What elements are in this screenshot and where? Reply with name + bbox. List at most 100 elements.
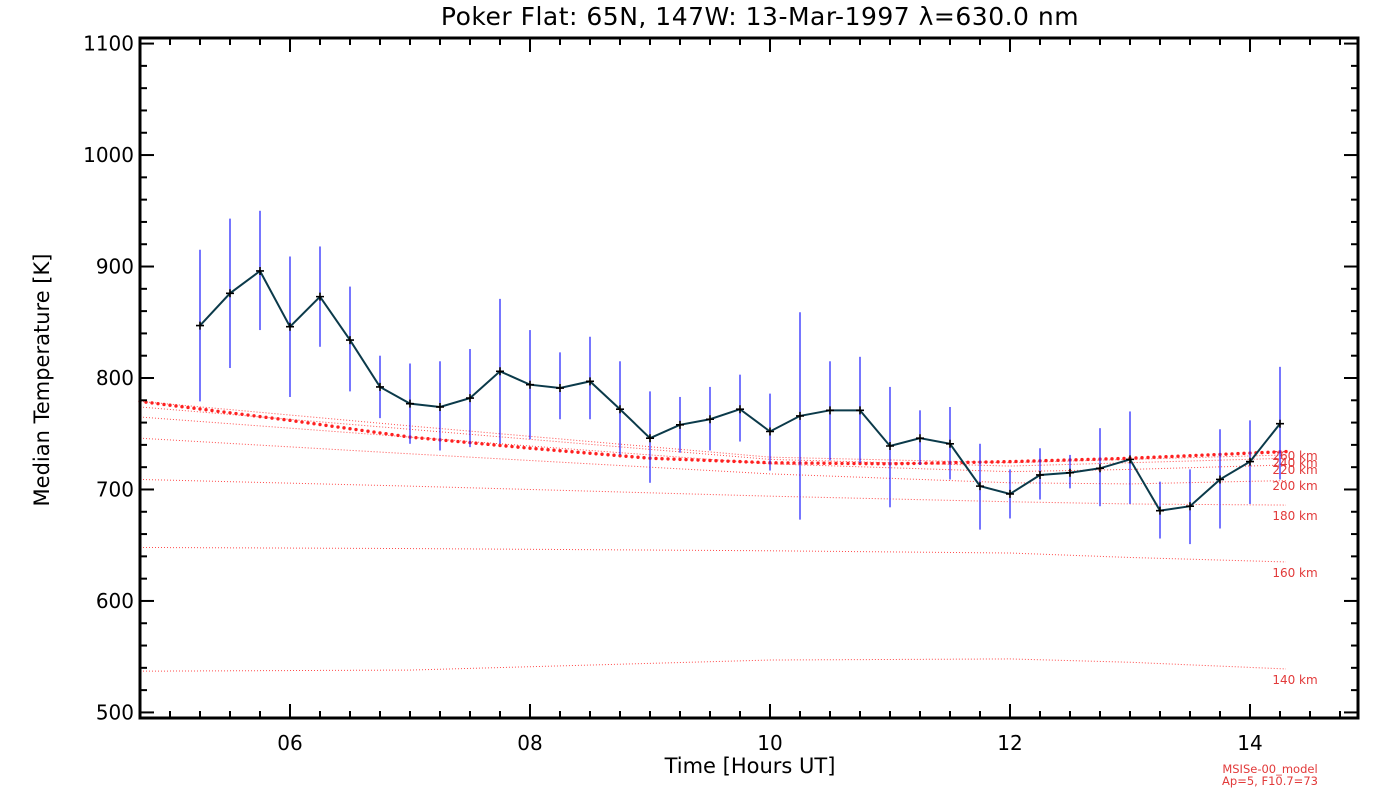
altitude-label: 180 km: [1272, 509, 1317, 523]
measured-point: [1216, 475, 1224, 484]
model-point: [342, 426, 346, 430]
model-point: [570, 450, 574, 454]
model-point: [756, 460, 760, 464]
x-tick-label: 06: [277, 731, 302, 755]
model-point: [588, 451, 592, 455]
measured-point: [1276, 419, 1284, 428]
x-tick-label: 10: [757, 731, 782, 755]
model-point: [348, 427, 352, 431]
model-point: [1092, 457, 1096, 461]
model-point: [330, 424, 334, 428]
y-tick-label: 800: [96, 366, 134, 390]
model-point: [1080, 457, 1084, 462]
model-point: [858, 461, 862, 466]
model-point: [288, 418, 292, 423]
model-point: [876, 462, 880, 466]
model-point: [498, 443, 502, 448]
model-point: [834, 461, 838, 466]
model-point: [912, 461, 916, 466]
measured-point: [346, 336, 354, 345]
model-point: [1014, 459, 1018, 464]
measured-point: [676, 420, 684, 429]
model-point: [1284, 449, 1288, 454]
chart-title: Poker Flat: 65N, 147W: 13-Mar-1997 λ=630…: [440, 2, 1080, 31]
model-point: [780, 461, 784, 465]
measured-point: [916, 434, 924, 443]
measured-point: [1156, 506, 1164, 515]
measured-point: [496, 367, 504, 376]
model-point: [630, 455, 634, 459]
model-point: [1200, 453, 1204, 457]
model-point: [900, 461, 904, 466]
model-point: [714, 459, 718, 463]
measured-point: [1246, 457, 1254, 466]
model-point: [156, 401, 160, 406]
model-point: [300, 420, 304, 424]
model-point: [444, 438, 448, 443]
model-point: [180, 405, 184, 409]
model-point: [1134, 456, 1138, 460]
measured-point: [1006, 489, 1014, 498]
model-point: [1062, 458, 1066, 462]
model-point: [966, 460, 970, 465]
altitude-label: 260 km: [1272, 449, 1317, 463]
model-params-annotation: Ap=5, F10.7=73: [1222, 774, 1318, 788]
model-point: [882, 462, 886, 466]
model-point: [1230, 452, 1234, 456]
model-point: [1260, 450, 1264, 455]
model-point: [162, 402, 166, 407]
measured-point: [856, 406, 864, 415]
measured-point: [406, 399, 414, 408]
measured-point: [616, 405, 624, 414]
model-point: [1158, 455, 1162, 459]
model-curve: [138, 399, 1288, 466]
model-point: [636, 455, 640, 459]
y-tick-label: 1000: [83, 143, 134, 167]
altitude-label: 220 km: [1272, 463, 1317, 477]
model-point: [1086, 457, 1090, 462]
x-tick-label: 14: [1237, 731, 1262, 755]
model-point: [546, 448, 550, 452]
model-altitude-line: [139, 416, 1287, 473]
model-point: [252, 414, 256, 418]
altitude-label: 160 km: [1272, 566, 1317, 580]
model-altitude-line: [139, 406, 1287, 467]
model-point: [816, 461, 820, 465]
measured-point: [736, 405, 744, 414]
model-point: [1182, 454, 1186, 458]
measured-point: [1066, 468, 1074, 477]
model-point: [1224, 452, 1228, 456]
measured-point: [766, 427, 774, 436]
model-point: [384, 432, 388, 436]
model-point: [1104, 457, 1108, 461]
measured-point: [646, 434, 654, 443]
model-point: [942, 461, 946, 465]
model-point: [1050, 458, 1054, 463]
model-point: [936, 461, 940, 465]
model-point: [228, 411, 232, 415]
y-tick-label: 700: [96, 477, 134, 501]
model-point: [666, 457, 670, 461]
model-point: [894, 462, 898, 466]
model-point: [552, 448, 556, 452]
model-point: [522, 445, 526, 450]
measured-point: [826, 406, 834, 415]
model-point: [432, 437, 436, 442]
model-point: [336, 425, 340, 429]
model-point: [732, 459, 736, 464]
model-point: [1116, 456, 1120, 461]
model-point: [600, 452, 604, 456]
model-point: [1044, 458, 1048, 463]
model-point: [1122, 456, 1126, 461]
model-point: [528, 446, 532, 450]
model-point: [1002, 460, 1006, 464]
model-altitude-line: [139, 437, 1287, 485]
model-point: [738, 459, 742, 464]
model-point: [1152, 455, 1156, 459]
measured-point: [226, 289, 234, 298]
measured-point: [1126, 455, 1134, 464]
model-point: [1272, 450, 1276, 454]
model-point: [1110, 457, 1114, 461]
model-point: [1140, 456, 1144, 460]
